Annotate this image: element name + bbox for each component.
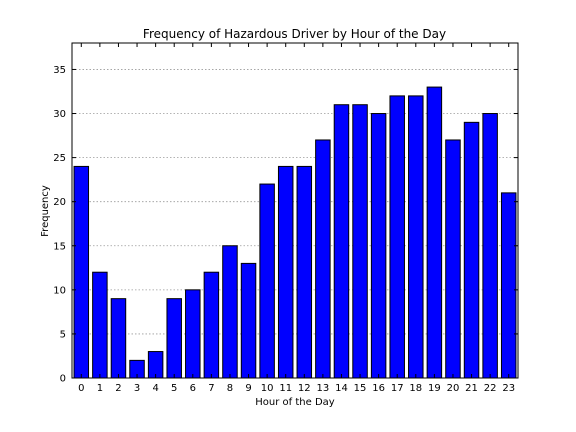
x-tick-label-19: 19 xyxy=(428,383,441,394)
x-tick-label-22: 22 xyxy=(484,383,497,394)
x-tick-label-23: 23 xyxy=(502,383,515,394)
x-tick-label-6: 6 xyxy=(190,383,196,394)
bar-hour-16 xyxy=(371,114,385,378)
bar-hour-12 xyxy=(297,166,311,378)
x-tick-label-15: 15 xyxy=(354,383,367,394)
x-tick-label-11: 11 xyxy=(279,383,292,394)
bar-hour-20 xyxy=(446,140,460,378)
bar-hour-23 xyxy=(501,193,515,378)
y-tick-label-25: 25 xyxy=(53,153,66,164)
y-tick-label-30: 30 xyxy=(53,109,66,120)
y-tick-label-5: 5 xyxy=(60,329,66,340)
bar-hour-10 xyxy=(260,184,274,378)
x-tick-label-21: 21 xyxy=(465,383,478,394)
bar-hour-2 xyxy=(111,299,125,378)
x-tick-label-0: 0 xyxy=(78,383,84,394)
x-tick-label-14: 14 xyxy=(335,383,348,394)
bar-hour-18 xyxy=(409,96,423,378)
bar-hour-11 xyxy=(278,166,292,378)
x-tick-label-4: 4 xyxy=(152,383,158,394)
bar-hour-22 xyxy=(483,114,497,378)
bar-hour-14 xyxy=(334,105,348,378)
y-tick-label-20: 20 xyxy=(53,197,66,208)
y-tick-label-10: 10 xyxy=(53,285,66,296)
y-tick-label-35: 35 xyxy=(53,65,66,76)
bars xyxy=(74,87,516,378)
chart-title: Frequency of Hazardous Driver by Hour of… xyxy=(143,27,446,41)
bar-hour-17 xyxy=(390,96,404,378)
y-tick-label-0: 0 xyxy=(60,374,66,385)
bar-hour-6 xyxy=(186,290,200,378)
bar-hour-8 xyxy=(223,246,237,378)
bar-hour-15 xyxy=(353,105,367,378)
x-axis-label: Hour of the Day xyxy=(255,397,335,408)
x-tick-label-17: 17 xyxy=(391,383,404,394)
y-axis-label: Frequency xyxy=(40,185,51,237)
x-tick-label-5: 5 xyxy=(171,383,177,394)
y-tick-label-15: 15 xyxy=(53,241,66,252)
x-tick-label-7: 7 xyxy=(208,383,214,394)
x-tick-label-10: 10 xyxy=(261,383,274,394)
bar-hour-1 xyxy=(93,272,107,378)
bar-hour-7 xyxy=(204,272,218,378)
bar-hour-13 xyxy=(316,140,330,378)
x-tick-label-13: 13 xyxy=(317,383,330,394)
bar-hour-5 xyxy=(167,299,181,378)
x-tick-label-3: 3 xyxy=(134,383,140,394)
x-tick-label-18: 18 xyxy=(409,383,422,394)
x-tick-label-12: 12 xyxy=(298,383,311,394)
x-tick-label-2: 2 xyxy=(115,383,121,394)
bar-hour-19 xyxy=(427,87,441,378)
x-tick-label-16: 16 xyxy=(372,383,385,394)
x-tick-label-9: 9 xyxy=(245,383,251,394)
bar-hour-9 xyxy=(241,263,255,378)
x-tick-label-8: 8 xyxy=(227,383,233,394)
bar-hour-0 xyxy=(74,166,88,378)
x-tick-label-1: 1 xyxy=(97,383,103,394)
x-tick-label-20: 20 xyxy=(447,383,460,394)
bar-hour-21 xyxy=(464,122,478,378)
